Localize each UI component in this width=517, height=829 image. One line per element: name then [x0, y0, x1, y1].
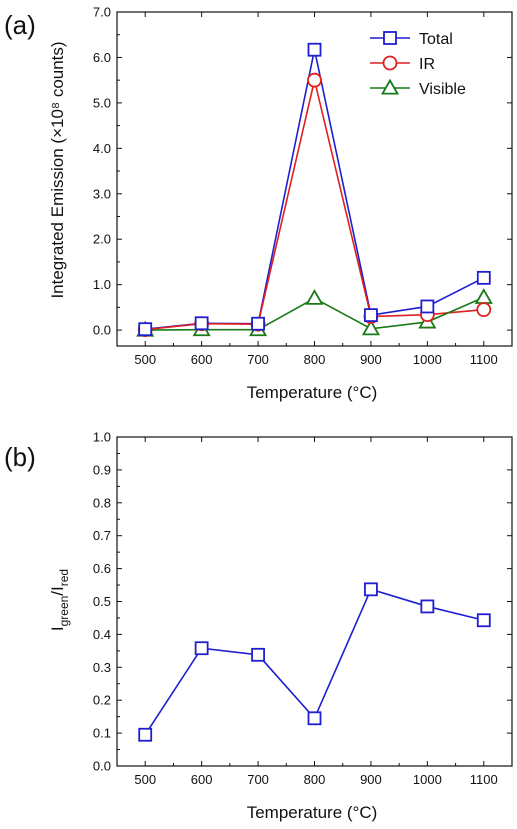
svg-text:Igreen/Ired: Igreen/Ired — [48, 569, 71, 631]
legend-ir-marker — [382, 55, 398, 71]
panel-a-series-visible-point — [361, 319, 380, 336]
panel-b-y-tick-label: 0.5 — [93, 594, 111, 609]
panel-b-y-axis-title: Igreen/Ired — [48, 569, 71, 631]
panel-label-b: (b) — [4, 442, 36, 472]
legend-visible-marker — [380, 78, 400, 95]
panel-b-series-ratio-point — [364, 582, 378, 597]
panel-a-series-visible-point — [305, 288, 324, 305]
panel-a-series-visible-point — [474, 288, 493, 304]
panel-b-x-tick-label: 600 — [191, 772, 213, 787]
panel-a-series-total-point — [476, 270, 491, 285]
panel-a-y-tick-label: 6.0 — [93, 50, 111, 65]
panel-b-series-ratio-point — [420, 599, 435, 614]
panel-a-series-total-point — [138, 322, 153, 337]
panel-b-y-title-mid: /I — [48, 586, 67, 595]
panel-b-x-axis-title: Temperature (°C) — [247, 803, 378, 822]
panel-a-series-ir-point — [307, 72, 322, 88]
panel-a-x-tick-label: 700 — [247, 352, 269, 367]
panel-b-y-tick-label: 0.8 — [93, 495, 111, 510]
panel-b-series-ratio-point — [194, 641, 209, 656]
panel-b-x-tick-label: 1100 — [470, 772, 498, 787]
panel-b-y-tick-label: 0.2 — [93, 693, 111, 708]
panel-a-y-axis-title: Integrated Emission (×10⁸ counts) — [48, 41, 67, 298]
legend-total-marker — [383, 31, 397, 45]
panel-b-y-tick-label: 0.7 — [93, 528, 111, 543]
panel-b-series-ratio-point — [251, 647, 265, 662]
panel-b-series-ratio-point — [138, 727, 153, 742]
panel-b-y-tick-label: 0.1 — [93, 726, 111, 741]
panel-b-y-tick-label: 0.9 — [93, 462, 111, 477]
panel-a-series-total-point — [420, 299, 435, 314]
panel-a-y-tick-label: 1.0 — [93, 277, 111, 292]
legend-total-label: Total — [419, 31, 453, 48]
panel-a-x-tick-label: 1100 — [470, 352, 498, 367]
panel-a-x-tick-label: 800 — [304, 352, 326, 367]
panel-a-y-tick-label: 3.0 — [93, 186, 111, 201]
panel-b-y-title-main: I — [48, 626, 67, 631]
panel-a-y-tick-label: 4.0 — [93, 141, 111, 156]
panel-b-x-tick-label: 800 — [304, 772, 326, 787]
panel-b-x-tick-label: 900 — [360, 772, 382, 787]
panel-a-y-tick-label: 5.0 — [93, 95, 111, 110]
panel-b-y-title-sub2: red — [57, 569, 71, 586]
panel-b-y-tick-label: 1.0 — [93, 430, 111, 445]
panel-b-y-tick-label: 0.3 — [93, 660, 111, 675]
panel-a-series-ir-point — [476, 302, 492, 318]
panel-a-y-tick-label: 0.0 — [93, 323, 111, 338]
panel-b-series-ratio-point — [476, 613, 491, 628]
panel-a-y-tick-label: 2.0 — [93, 232, 111, 247]
panel-a-series-total-point — [251, 316, 265, 331]
panel-b-x-tick-label: 500 — [134, 772, 156, 787]
panel-b-y-tick-label: 0.4 — [93, 627, 111, 642]
panel-a-series-total-point — [307, 42, 322, 57]
panel-a-series-total-point — [194, 316, 209, 331]
panel-a-y-tick-label: 7.0 — [93, 5, 111, 20]
panel-a-x-tick-label: 600 — [191, 352, 213, 367]
legend-visible-label: Visible — [419, 81, 466, 98]
panel-label-a: (a) — [4, 10, 36, 40]
panel-b-series-ratio-point — [307, 711, 322, 726]
panel-b-y-title-sub1: green — [57, 596, 71, 627]
panel-b-x-tick-label: 1000 — [413, 772, 442, 787]
panel-a-x-tick-label: 1000 — [413, 352, 442, 367]
legend-ir-label: IR — [419, 56, 435, 73]
panel-a-x-tick-label: 500 — [134, 352, 156, 367]
panel-b-y-tick-label: 0.0 — [93, 759, 111, 774]
panel-a-x-tick-label: 900 — [360, 352, 382, 367]
panel-b-x-tick-label: 700 — [247, 772, 269, 787]
panel-a-x-axis-title: Temperature (°C) — [247, 383, 378, 402]
panel-a-series-total-point — [364, 308, 378, 322]
panel-b-y-tick-label: 0.6 — [93, 561, 111, 576]
